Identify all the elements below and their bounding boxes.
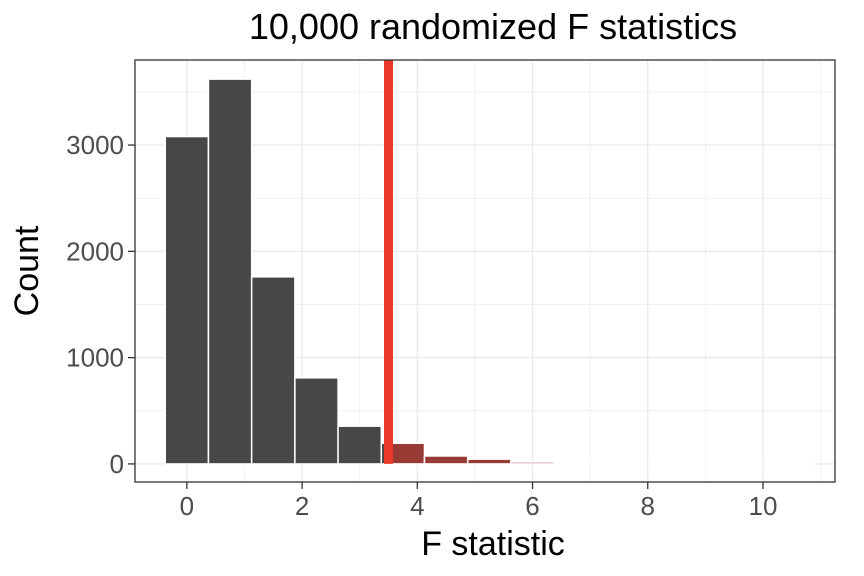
shaded-tail-region	[466, 458, 512, 465]
shaded-tail-region	[683, 462, 728, 466]
x-tick-label: 10	[749, 491, 778, 521]
x-axis: 0 2 4 6 8 10	[180, 482, 778, 521]
histogram-bar	[337, 425, 383, 465]
y-axis-title: Count	[8, 225, 46, 316]
x-tick-label: 6	[525, 491, 539, 521]
y-tick-label: 2000	[66, 236, 124, 266]
shaded-tail-region	[387, 442, 426, 465]
x-tick-label: 0	[180, 491, 194, 521]
x-tick-label: 8	[641, 491, 655, 521]
shaded-tail-region	[639, 462, 685, 465]
x-tick-label: 4	[410, 491, 424, 521]
shaded-tail-region	[596, 462, 642, 465]
histogram-bar	[250, 276, 296, 465]
plot-panel-border	[134, 59, 836, 483]
y-tick-label: 3000	[66, 130, 124, 160]
histogram-bars	[164, 78, 815, 466]
x-tick-label: 2	[295, 491, 309, 521]
chart-title: 10,000 randomized F statistics	[249, 6, 737, 47]
shaded-tail-region	[726, 463, 771, 466]
shaded-tail-region	[769, 463, 815, 466]
grid-lines	[135, 60, 835, 482]
y-tick-label: 1000	[66, 343, 124, 373]
shaded-tail-region	[510, 461, 555, 465]
y-axis: 0 1000 2000 3000	[66, 130, 135, 479]
histogram-bar	[164, 135, 210, 465]
histogram-bar	[294, 377, 339, 465]
shaded-tail-region	[423, 455, 469, 465]
y-tick-label: 0	[110, 449, 124, 479]
x-axis-title: F statistic	[421, 525, 565, 563]
shaded-tail-region	[553, 462, 599, 465]
histogram-bar	[207, 78, 253, 465]
